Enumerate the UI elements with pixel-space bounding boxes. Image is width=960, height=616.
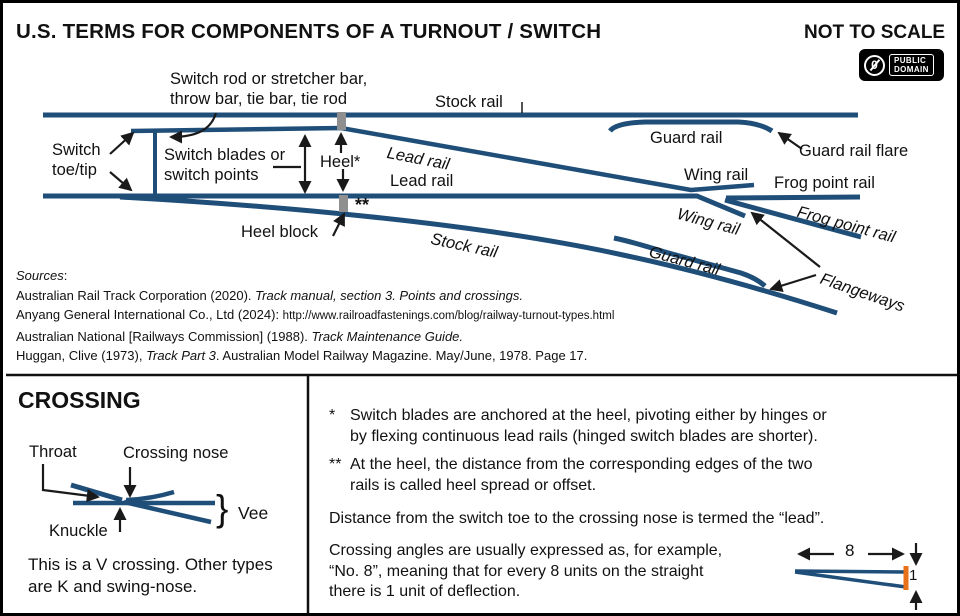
guard-rail-top-line xyxy=(608,119,774,134)
stock-rail-diverging-line xyxy=(119,194,838,316)
throat-leader-arrow xyxy=(41,464,100,503)
guard-rail-bottom-line xyxy=(613,235,767,288)
vee-brace: } xyxy=(216,488,229,529)
guard-rail-flare-arrow xyxy=(777,131,803,150)
ratio-top-line xyxy=(794,569,907,574)
diagram-canvas xyxy=(6,102,957,613)
flangeway-arrow-guard xyxy=(769,273,817,292)
not-to-scale-note: NOT TO SCALE xyxy=(804,22,946,43)
turnout-rails xyxy=(43,112,862,316)
guard-rail-flare-label: Guard rail flare xyxy=(799,142,909,160)
heel-label: Heel* xyxy=(320,153,361,171)
vee-label: Vee xyxy=(238,503,269,523)
ratio-diagram xyxy=(794,566,909,590)
public-domain-icon: 0 xyxy=(864,54,885,76)
lead-rail-straight-label: Lead rail xyxy=(390,172,454,190)
public-domain-symbol: 0 xyxy=(871,58,878,72)
annotation-arrows xyxy=(41,102,923,610)
page-title: U.S. TERMS FOR COMPONENTS OF A TURNOUT /… xyxy=(16,20,602,43)
crossing-wing-right-line xyxy=(125,489,175,503)
crossing-nose-label: Crossing nose xyxy=(123,444,229,462)
note-lead-distance: Distance from the switch toe to the cros… xyxy=(329,510,825,527)
lead-rail-straight-line xyxy=(43,193,746,219)
switch-rod-leader-arrow xyxy=(169,112,218,144)
note-heel-spread: ** At the heel, the distance from the co… xyxy=(329,455,813,496)
source-line-2: Anyang General International Co., Ltd (2… xyxy=(16,307,615,323)
heel-block-arrow xyxy=(332,212,345,237)
sources-block: Sources: Australian Rail Track Corporati… xyxy=(16,266,614,366)
public-domain-badge: 0 PUBLIC DOMAIN xyxy=(859,49,944,81)
source-line-1: Australian Rail Track Corporation (2020)… xyxy=(16,287,523,303)
ratio-deflection-value: 1 xyxy=(909,567,918,584)
note-crossing-angles: Crossing angles are usually expressed as… xyxy=(329,542,723,600)
frog-point-rail-top-label: Frog point rail xyxy=(774,174,875,192)
switch-toe-arrow-lower xyxy=(109,171,133,192)
note1-marker: * xyxy=(329,407,336,424)
note-switch-blades: * Switch blades are anchored at the heel… xyxy=(329,406,827,447)
public-domain-label: PUBLIC DOMAIN xyxy=(889,54,934,76)
source-line-3: Australian National [Railways Commission… xyxy=(16,328,464,344)
switch-toe-label: Switch toe/tip xyxy=(52,141,101,179)
crossing-heading: CROSSING xyxy=(18,387,141,413)
knuckle-label: Knuckle xyxy=(49,522,108,540)
switch-rod-label: Switch rod or stretcher bar, throw bar, … xyxy=(170,70,368,108)
source-url: http://www.railroadfastenings.com/blog/r… xyxy=(282,310,615,323)
heel-block-label: Heel block xyxy=(241,223,319,241)
heel-block-top-shape xyxy=(337,112,346,130)
switch-blade-lead-rail-diverging-line xyxy=(130,125,755,193)
switch-blades-label: Switch blades or switch points xyxy=(164,146,286,184)
stock-rail-top-label: Stock rail xyxy=(435,93,503,111)
section-dividers xyxy=(6,373,957,613)
wing-rail-top-label: Wing rail xyxy=(684,166,749,184)
flangeway-arrow-frog xyxy=(750,211,821,268)
ratio-bottom-line xyxy=(794,570,907,589)
crossing-rails xyxy=(70,482,215,525)
source-line-4: Huggan, Clive (1973), Track Part 3. Aust… xyxy=(16,348,588,364)
frog-point-rail-diverging-line xyxy=(724,197,862,240)
crossing-caption: This is a V crossing. Other types are K … xyxy=(28,555,273,596)
sources-heading: Sources: xyxy=(16,268,68,283)
throat-label: Throat xyxy=(29,443,77,461)
heel-block-bottom-shape xyxy=(339,195,348,212)
crossing-diverging-rail-line xyxy=(123,499,212,525)
guard-rail-top-label: Guard rail xyxy=(650,129,723,147)
frog-point-rail-straight-line xyxy=(725,194,861,201)
switch-toe-arrow-upper xyxy=(109,131,135,155)
note2-marker: ** xyxy=(329,456,342,473)
ratio-straight-value: 8 xyxy=(845,541,855,560)
heel-spread-marker: ** xyxy=(355,195,370,215)
